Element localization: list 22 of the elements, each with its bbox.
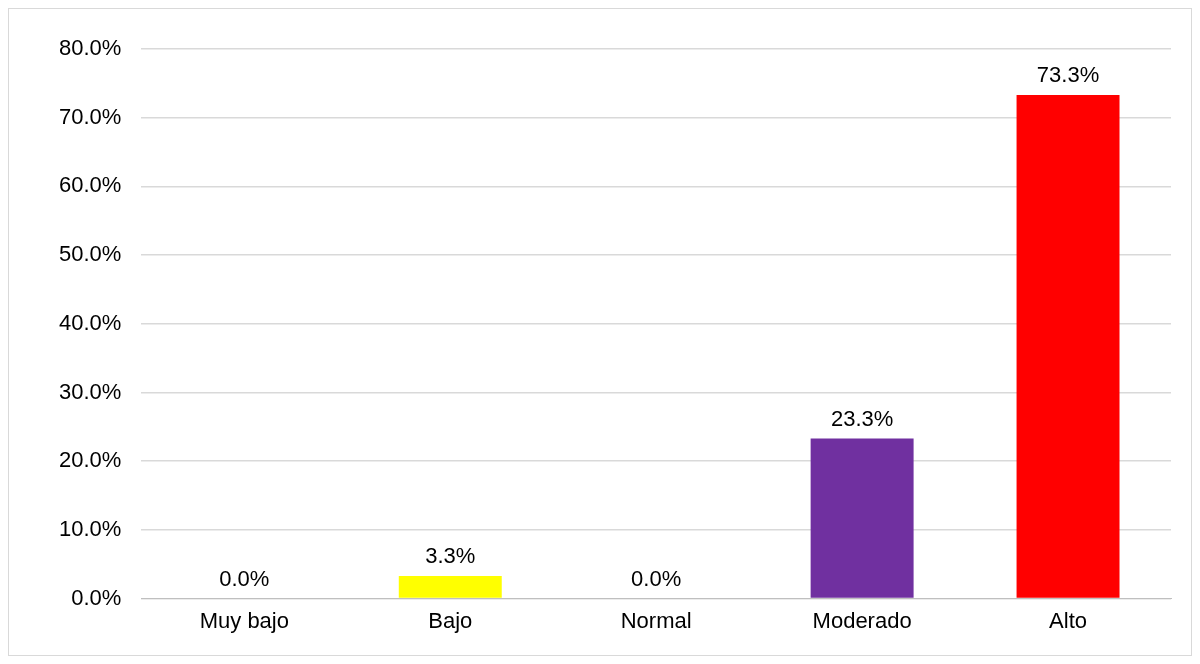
x-tick-label: Alto [1049, 607, 1087, 633]
bar [398, 575, 502, 598]
y-tick-label: 0.0% [71, 584, 122, 610]
y-tick-label: 70.0% [58, 103, 122, 129]
x-tick-label: Bajo [428, 607, 473, 633]
bar [1016, 95, 1120, 598]
data-label: 0.0% [631, 565, 682, 591]
data-label: 73.3% [1036, 62, 1100, 88]
y-tick-label: 80.0% [58, 35, 122, 61]
y-tick-label: 50.0% [58, 241, 122, 267]
bar [810, 438, 914, 598]
data-label: 0.0% [219, 565, 270, 591]
y-tick-label: 10.0% [58, 515, 122, 541]
x-tick-label: Moderado [812, 607, 912, 633]
data-label: 23.3% [830, 405, 894, 431]
x-tick-label: Muy bajo [199, 607, 289, 633]
data-label: 3.3% [425, 542, 476, 568]
x-tick-label: Normal [620, 607, 692, 633]
y-tick-label: 20.0% [58, 447, 122, 473]
y-tick-label: 60.0% [58, 172, 122, 198]
y-tick-label: 40.0% [58, 309, 122, 335]
y-tick-label: 30.0% [58, 378, 122, 404]
